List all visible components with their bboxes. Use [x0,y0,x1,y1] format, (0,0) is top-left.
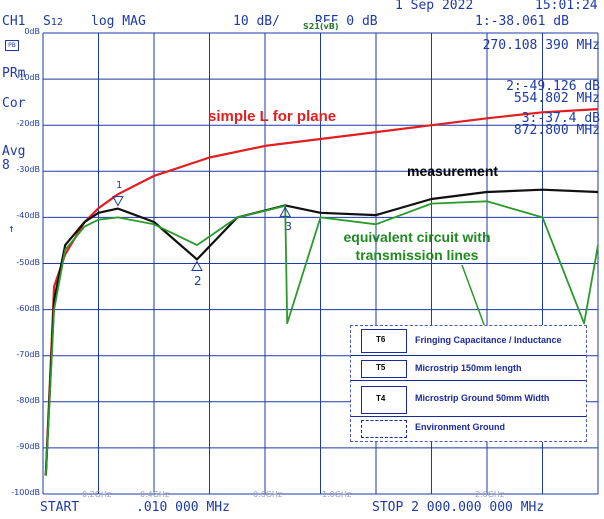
param-label: S12 [43,14,63,29]
legend-item-t4: Microstrip Ground 50mm Width [415,393,550,403]
reference-arrow-icon: ↑ [8,222,15,235]
y-tick-label: -30dB [16,165,40,175]
marker2-freq: 554.802 MHz [513,91,600,106]
y-tick-label: -20dB [16,119,40,129]
marker2-readout: 2:-49.126 dB [506,79,600,94]
y-tick-label: -100dB [11,488,40,497]
trace-tag: S21(vB) [303,22,339,31]
annotation-arrow [461,264,487,331]
marker-3-triangle [279,206,292,217]
t6-block-label: T6 [376,335,386,344]
legend-item-t5: Microstrip 150mm length [415,363,522,373]
y-tick-label: -10dB [16,73,40,83]
x-tick-label: 2.0GHz [475,490,505,499]
y-tick-label: -60dB [16,303,40,313]
avg-indicator: Avg [2,144,26,159]
start-label: START [40,500,80,515]
t5-block: T5 [361,360,407,378]
annotation-simple-l: simple L for plane [208,108,337,125]
stop-label: STOP 2 000.000 000 MHz [372,500,545,515]
marker3-freq: 872.800 MHz [513,123,600,138]
time-readout: 15:01:24 [535,0,598,13]
y-tick-label: 0dB [24,27,40,36]
marker-1-triangle [112,195,124,207]
legend-item-t6: Fringing Capacitance / Inductance [415,335,562,345]
t4-block-label: T4 [376,394,386,403]
series-measurement-line [44,188,599,476]
pb-icon: PB [5,40,19,51]
marker1-freq: 270.108 390 MHz [482,38,600,53]
series-simple-l-line [44,108,599,476]
prm-indicator: PRm [2,66,26,81]
annotation-equivalent-circuit: equivalent circuit with transmission lin… [343,229,491,263]
start-value: .010 000 MHz [136,500,230,515]
y-tick-label: -70dB [16,349,40,359]
annotation-measurement: measurement [407,163,499,179]
y-tick-label: -50dB [16,257,40,267]
env-ground-block [361,420,407,438]
scale-label: 10 dB/ [233,14,280,29]
avg-count: 8 [2,158,10,173]
format-label: log MAG [91,14,146,29]
y-tick-label: -90dB [16,441,40,451]
y-tick-label: -40dB [16,211,40,221]
equivalent-circuit-legend: T6 Fringing Capacitance / Inductance T5 … [350,325,587,442]
marker3-readout: 3:-37.4 dB [521,111,600,126]
marker-2-triangle [191,260,203,271]
x-tick-label: 1.0GHz [322,490,352,499]
marker-2-label: 2 [194,274,202,288]
x-tick-label: 0.4GHz [140,490,170,499]
channel-label: CH1 [2,14,26,29]
cor-indicator: Cor [2,96,26,111]
series-equivalent-line [44,200,599,476]
t4-block: T4 [361,386,407,414]
marker-3-label: 3 [285,220,292,233]
t5-block-label: T5 [376,363,386,372]
date-readout: 1 Sep 2022 [395,0,474,13]
x-tick-label: 0.6GHz [253,490,283,499]
legend-item-env: Environment Ground [415,422,505,432]
marker-1-label: 1 [116,180,123,191]
y-tick-label: -80dB [16,395,40,405]
x-tick-label: 0.2GHz [82,490,112,499]
t6-block: T6 [361,329,407,353]
marker1-readout: 1:-38.061 dB [475,14,569,29]
